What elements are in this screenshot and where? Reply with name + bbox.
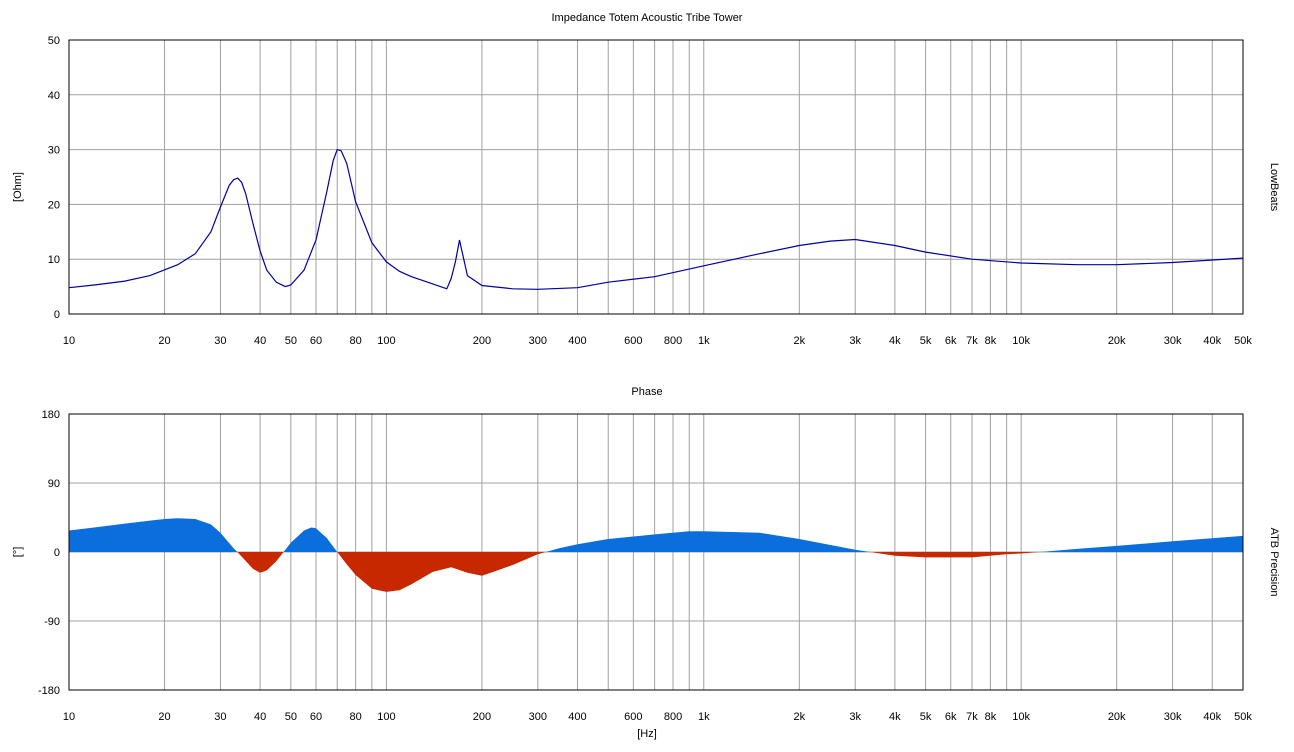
impedance-title: Impedance Totem Acoustic Tribe Tower [552,12,743,24]
impedance-right-label: LowBeats [1268,163,1280,212]
x-tick-label: 1k [698,335,710,347]
phase-y-ticks: -180 -90 0 90 180 [38,409,60,697]
x-tick-label: 4k [889,335,901,347]
x-tick-label: 40k [1203,711,1221,723]
x-tick-label: 600 [624,335,642,347]
phase-y-label: [°] [12,547,24,558]
y-tick-label: 10 [48,254,60,266]
x-tick-label: 7k [966,711,978,723]
x-tick-label: 50k [1234,335,1252,347]
phase-right-label: ATB Precision [1268,528,1280,597]
x-tick-label: 20 [158,711,170,723]
y-tick-label: 50 [48,35,60,47]
impedance-y-label: [Ohm] [12,172,24,202]
x-tick-label: 5k [920,335,932,347]
y-tick-label: 0 [54,547,60,559]
x-tick-label: 6k [945,335,957,347]
x-tick-label: 80 [350,711,362,723]
x-tick-label: 8k [985,335,997,347]
x-tick-label: 10 [63,335,75,347]
x-tick-label: 300 [529,335,547,347]
x-tick-label: 8k [985,711,997,723]
x-tick-label: 40k [1203,335,1221,347]
x-tick-label: 6k [945,711,957,723]
y-tick-label: 40 [48,90,60,102]
x-tick-label: 2k [794,711,806,723]
x-tick-label: 10 [63,711,75,723]
impedance-x-ticks: 10 20 30 40 50 60 80 100 200 300 400 600 800 1k 2k 3k 4k… [63,335,1252,347]
phase-x-ticks: 10 20 30 40 50 60 80 100 200 300 400 600 800 1k 2k 3k 4k… [63,711,1252,723]
y-tick-label: 90 [48,478,60,490]
x-tick-label: 20k [1108,335,1126,347]
x-tick-label: 5k [920,711,932,723]
x-tick-label: 10k [1012,335,1030,347]
x-tick-label: 400 [568,335,586,347]
x-tick-label: 3k [849,335,861,347]
phase-chart: Phase [°] ATB Precision [Hz] -180 -90 0 90 1… [12,386,1280,740]
impedance-grid [68,39,1244,315]
x-tick-label: 200 [473,711,491,723]
x-tick-label: 60 [310,711,322,723]
impedance-chart: Impedance Totem Acoustic Tribe Tower [Oh… [12,12,1280,347]
y-tick-label: 180 [42,409,60,421]
x-tick-label: 30k [1164,335,1182,347]
x-tick-label: 20 [158,335,170,347]
x-tick-label: 300 [529,711,547,723]
phase-title: Phase [631,386,662,398]
x-tick-label: 2k [794,335,806,347]
impedance-y-ticks: 0 10 20 30 40 50 [48,35,60,321]
x-tick-label: 30k [1164,711,1182,723]
x-tick-label: 100 [377,335,395,347]
x-tick-label: 10k [1012,711,1030,723]
x-tick-label: 4k [889,711,901,723]
x-tick-label: 30 [214,335,226,347]
x-tick-label: 30 [214,711,226,723]
x-tick-label: 800 [664,711,682,723]
x-tick-label: 50 [285,335,297,347]
y-tick-label: -90 [44,616,60,628]
x-tick-label: 3k [849,711,861,723]
x-tick-label: 80 [350,335,362,347]
x-tick-label: 1k [698,711,710,723]
x-tick-label: 400 [568,711,586,723]
x-tick-label: 50k [1234,711,1252,723]
x-tick-label: 200 [473,335,491,347]
x-tick-label: 60 [310,335,322,347]
impedance-plot-frame [68,39,1244,315]
x-tick-label: 600 [624,711,642,723]
phase-x-label: [Hz] [637,728,657,740]
x-tick-label: 7k [966,335,978,347]
y-tick-label: 0 [54,309,60,321]
x-tick-label: 100 [377,711,395,723]
x-tick-label: 20k [1108,711,1126,723]
phase-plot-frame [68,413,1244,691]
phase-positive-area [69,518,1243,552]
impedance-series-line [68,148,1244,290]
y-tick-label: 20 [48,199,60,211]
x-tick-label: 800 [664,335,682,347]
x-tick-label: 40 [254,335,266,347]
y-tick-label: -180 [38,685,60,697]
x-tick-label: 50 [285,711,297,723]
y-tick-label: 30 [48,145,60,157]
phase-negative-area [69,552,1243,592]
x-tick-label: 40 [254,711,266,723]
